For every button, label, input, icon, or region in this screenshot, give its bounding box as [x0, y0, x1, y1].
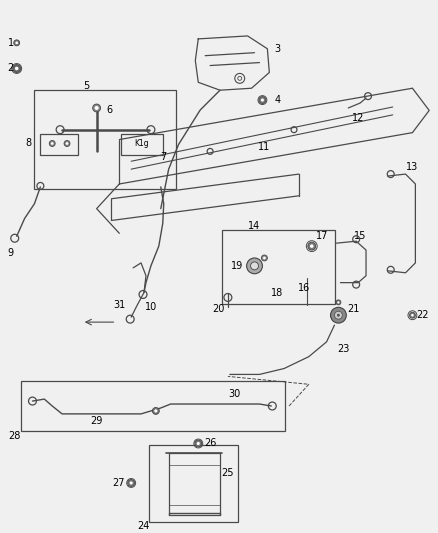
Text: 23: 23 — [337, 344, 350, 354]
Text: 18: 18 — [271, 288, 283, 298]
Text: 29: 29 — [90, 416, 103, 426]
Circle shape — [197, 442, 200, 445]
Text: 11: 11 — [258, 142, 271, 152]
Circle shape — [49, 141, 55, 147]
Circle shape — [251, 262, 258, 270]
Text: 22: 22 — [416, 310, 428, 320]
Text: 9: 9 — [8, 248, 14, 258]
Bar — [149, 446, 238, 522]
Circle shape — [13, 64, 21, 72]
Text: 6: 6 — [106, 105, 113, 115]
Text: 13: 13 — [406, 162, 419, 172]
Text: 7: 7 — [161, 152, 167, 163]
Circle shape — [66, 142, 68, 145]
Circle shape — [259, 96, 266, 103]
Circle shape — [130, 481, 133, 484]
Circle shape — [337, 301, 339, 303]
Circle shape — [411, 314, 414, 317]
Text: 24: 24 — [137, 521, 149, 531]
Text: 15: 15 — [354, 231, 366, 241]
Text: 14: 14 — [248, 221, 261, 231]
Text: 26: 26 — [204, 439, 216, 448]
Text: 5: 5 — [84, 81, 90, 91]
Circle shape — [337, 314, 340, 317]
Circle shape — [15, 67, 18, 70]
Circle shape — [336, 300, 341, 305]
Bar — [121, 134, 163, 155]
Text: 10: 10 — [145, 302, 157, 312]
Text: 30: 30 — [229, 389, 241, 399]
Text: 27: 27 — [112, 478, 124, 488]
Text: 20: 20 — [212, 304, 224, 314]
Bar — [40, 134, 78, 155]
Circle shape — [310, 244, 314, 248]
Circle shape — [195, 440, 202, 447]
Circle shape — [308, 242, 316, 250]
Circle shape — [93, 104, 101, 112]
Circle shape — [128, 480, 134, 487]
Circle shape — [263, 256, 266, 259]
Bar — [21, 381, 285, 431]
Text: 17: 17 — [316, 231, 329, 241]
Circle shape — [95, 106, 99, 110]
Circle shape — [261, 99, 264, 102]
Circle shape — [152, 408, 159, 414]
Circle shape — [331, 308, 346, 323]
Text: 28: 28 — [8, 431, 21, 441]
Circle shape — [261, 255, 267, 261]
Bar — [222, 230, 336, 304]
Text: 25: 25 — [222, 468, 234, 478]
Text: 8: 8 — [25, 139, 32, 149]
Text: 31: 31 — [113, 300, 125, 310]
Text: 16: 16 — [298, 282, 310, 293]
Circle shape — [154, 409, 157, 413]
Bar — [169, 454, 220, 514]
Circle shape — [14, 40, 20, 46]
Text: 21: 21 — [347, 304, 360, 314]
Circle shape — [247, 258, 262, 274]
Circle shape — [410, 312, 415, 318]
Text: 12: 12 — [352, 113, 364, 123]
Text: 3: 3 — [274, 44, 280, 54]
Circle shape — [64, 141, 70, 147]
Text: K1g: K1g — [135, 139, 149, 148]
Text: 4: 4 — [274, 95, 280, 105]
Circle shape — [15, 42, 18, 44]
Circle shape — [335, 311, 343, 319]
Bar — [35, 90, 176, 189]
Text: 2: 2 — [7, 63, 14, 74]
Circle shape — [51, 142, 53, 145]
Text: 19: 19 — [231, 261, 243, 271]
Text: 1: 1 — [8, 38, 14, 48]
